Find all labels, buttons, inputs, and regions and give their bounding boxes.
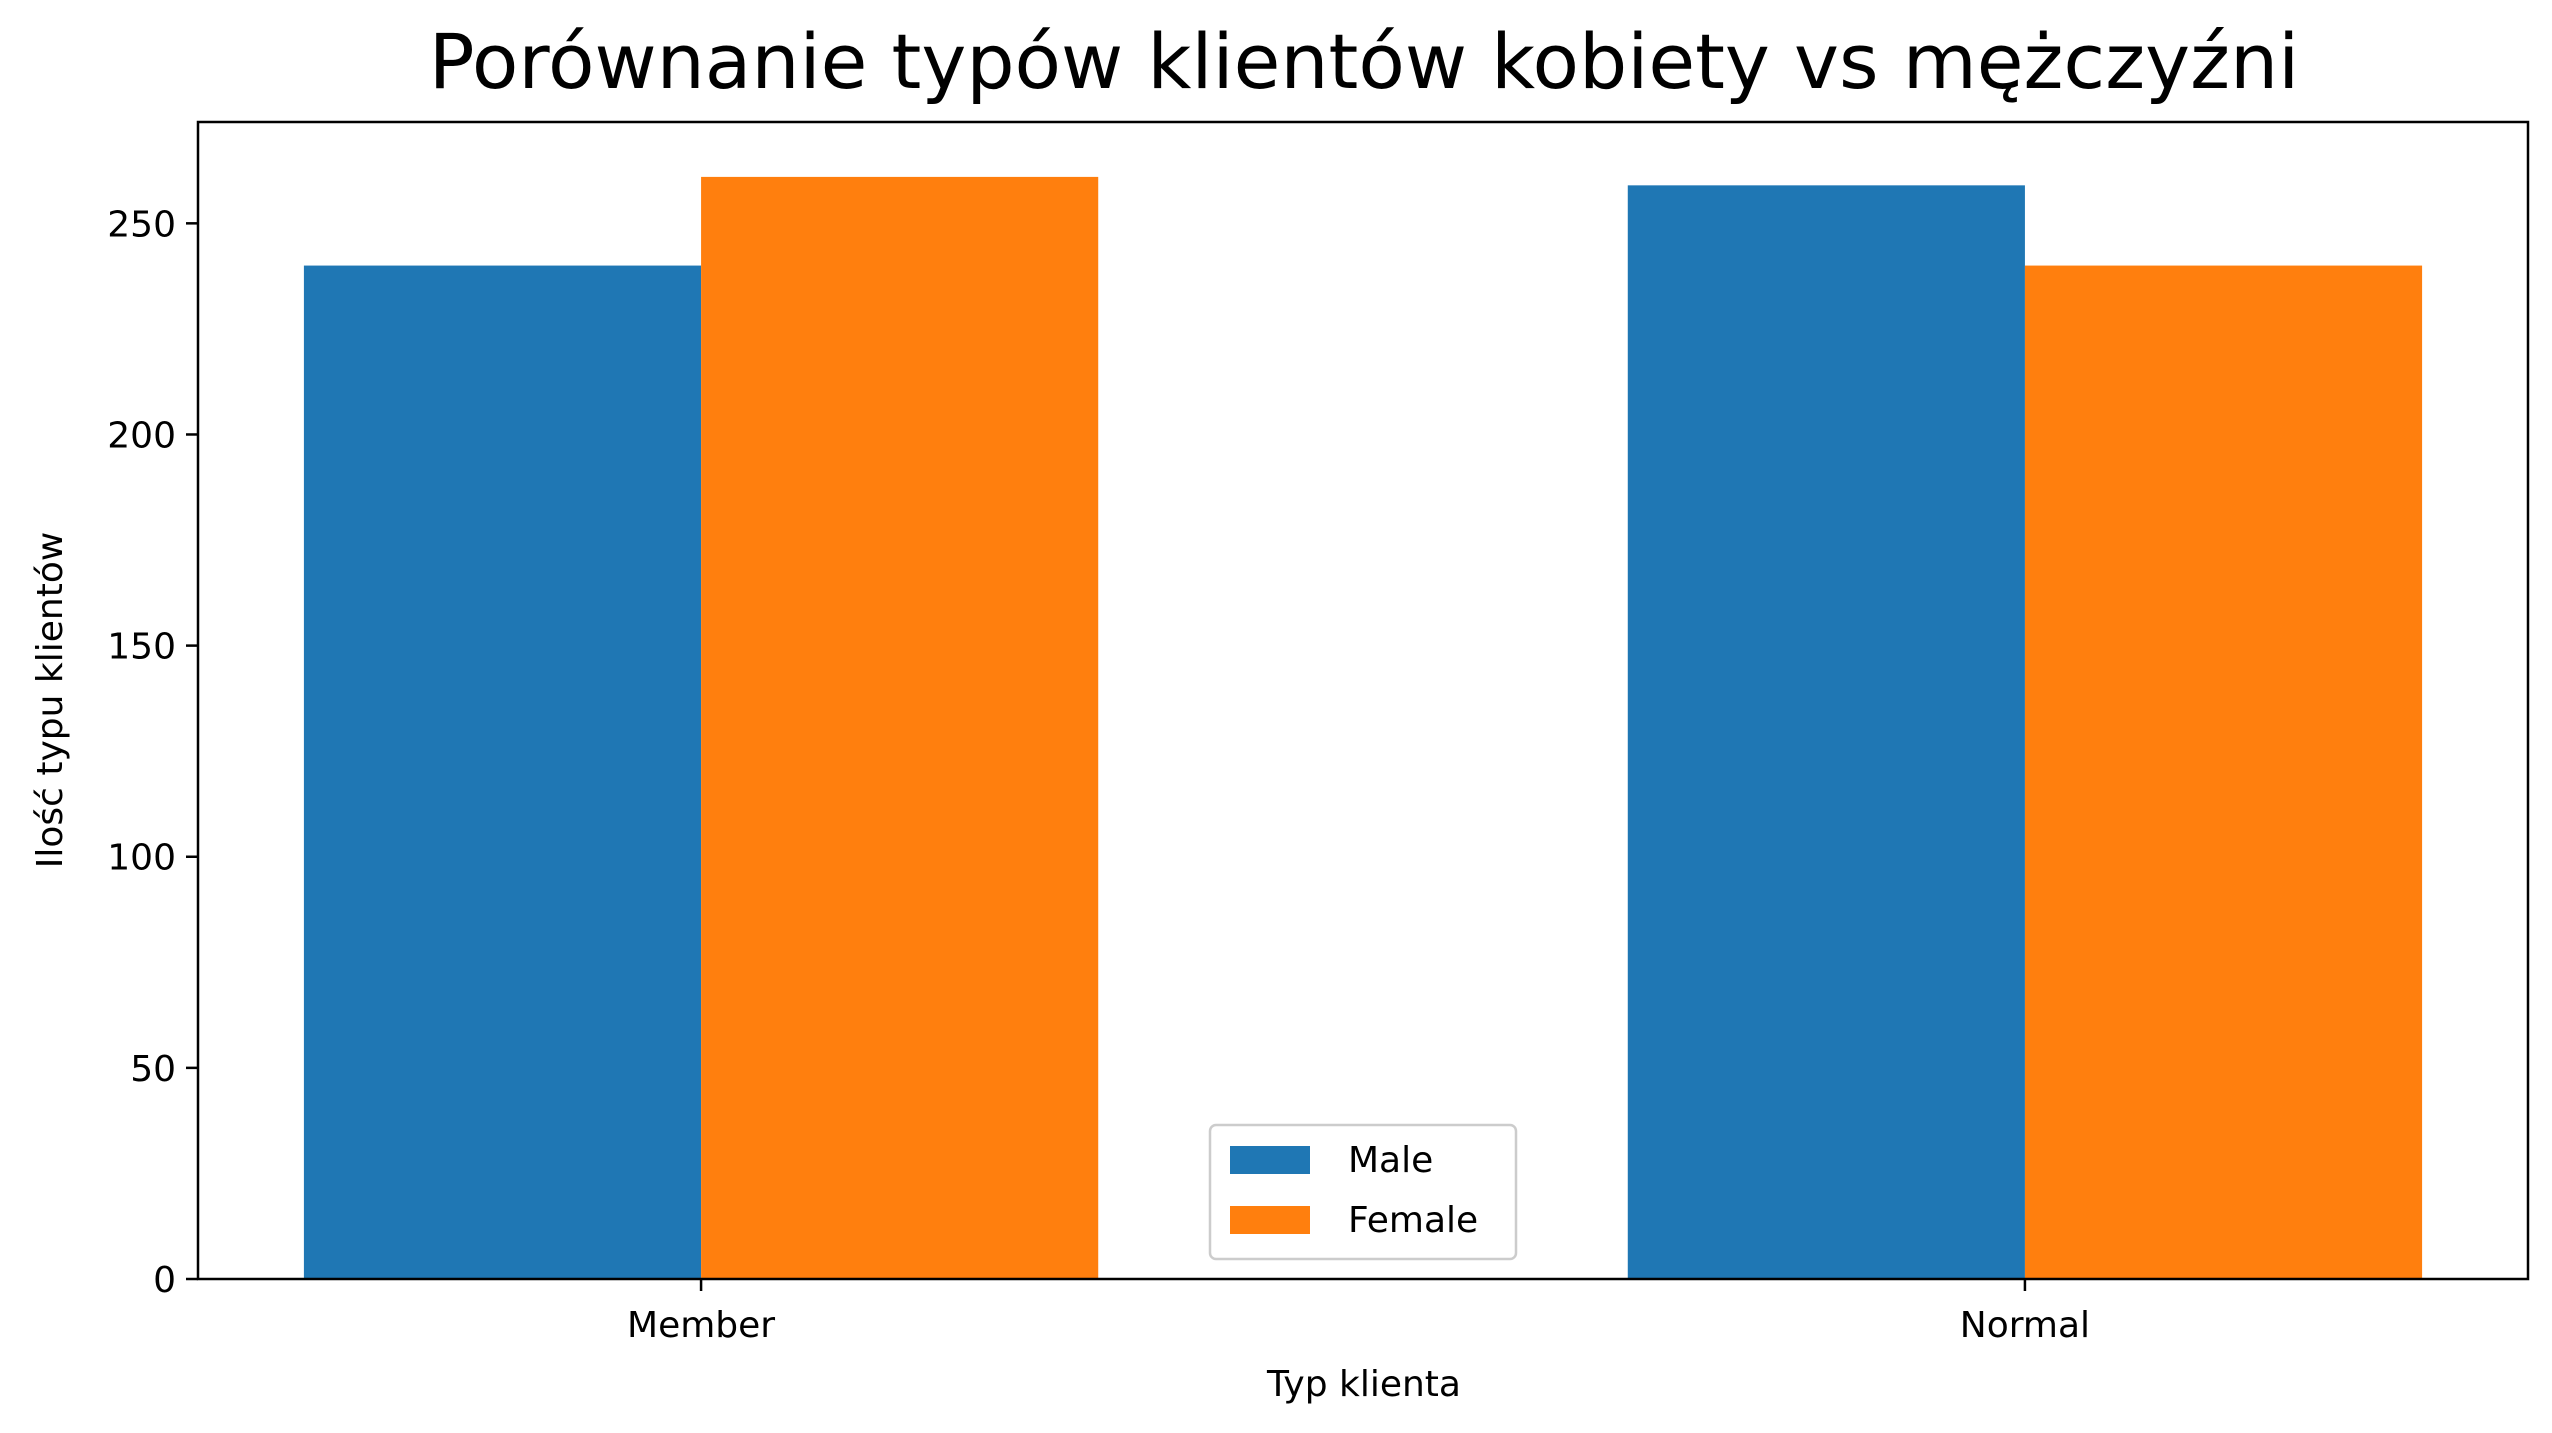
legend: Male Female [1208,1123,1518,1261]
y-axis: 0 50 100 150 200 250 [107,204,198,1301]
legend-swatch-male [1230,1146,1310,1174]
bar-male-normal [1627,185,2025,1280]
y-tick-label: 100 [107,838,176,879]
plot-area [303,176,2423,1280]
bar-female-member [701,176,1099,1279]
chart-title: Porównanie typów klientów kobiety vs męż… [429,17,2300,106]
bar-male-member [303,265,702,1279]
x-axis-label: Typ klienta [1266,1364,1461,1405]
x-tick-label: Member [627,1305,775,1346]
y-tick-label: 0 [153,1260,176,1301]
x-tick-label: Normal [1960,1305,2090,1346]
x-axis: Member Normal [627,1279,2090,1346]
y-tick-label: 250 [107,204,176,245]
legend-swatch-female [1230,1206,1310,1234]
legend-label-female: Female [1348,1200,1478,1241]
y-axis-label: Ilość typu klientów [30,532,71,869]
y-tick-label: 50 [130,1049,176,1090]
y-tick-label: 150 [107,627,176,668]
y-tick-label: 200 [107,415,176,456]
plot-frame [196,120,2530,1281]
bar-female-normal [2024,265,2423,1279]
legend-label-male: Male [1348,1140,1433,1181]
